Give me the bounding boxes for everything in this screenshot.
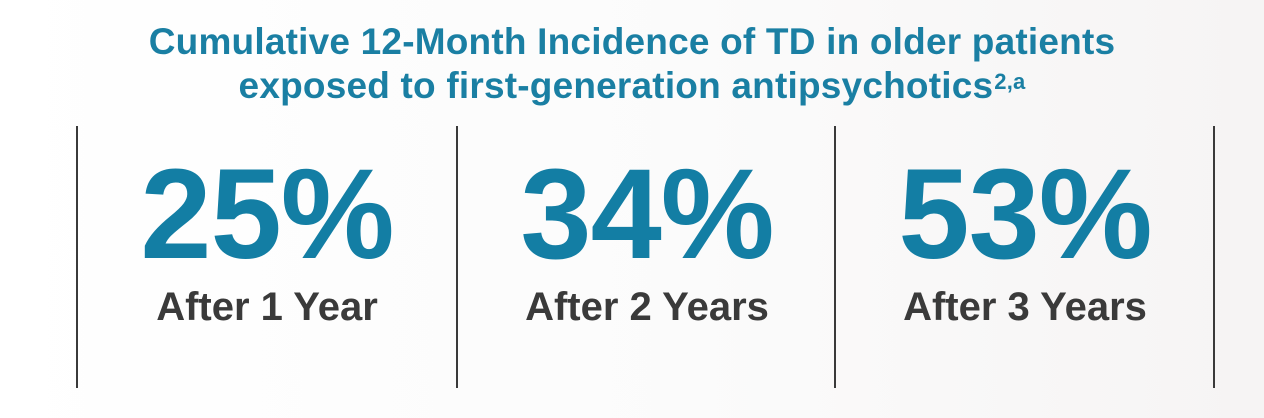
divider-left bbox=[76, 126, 78, 388]
stat-value: 25% bbox=[140, 143, 394, 286]
divider-middle-left bbox=[456, 126, 458, 388]
divider-middle-right bbox=[834, 126, 836, 388]
stat-year-3: 53% After 3 Years bbox=[836, 140, 1214, 330]
page-title: Cumulative 12-Month Incidence of TD in o… bbox=[0, 20, 1264, 108]
title-superscript: 2,a bbox=[994, 69, 1026, 94]
title-line-2: exposed to first-generation antipsychoti… bbox=[238, 65, 994, 106]
stat-value: 53% bbox=[898, 143, 1152, 286]
stat-label: After 1 Year bbox=[156, 285, 378, 329]
divider-right bbox=[1213, 126, 1215, 388]
stat-label: After 3 Years bbox=[903, 285, 1147, 329]
stat-year-1: 25% After 1 Year bbox=[78, 140, 456, 330]
title-line-1: Cumulative 12-Month Incidence of TD in o… bbox=[148, 21, 1116, 62]
stat-label: After 2 Years bbox=[525, 285, 769, 329]
stat-year-2: 34% After 2 Years bbox=[458, 140, 836, 330]
stat-value: 34% bbox=[520, 143, 774, 286]
